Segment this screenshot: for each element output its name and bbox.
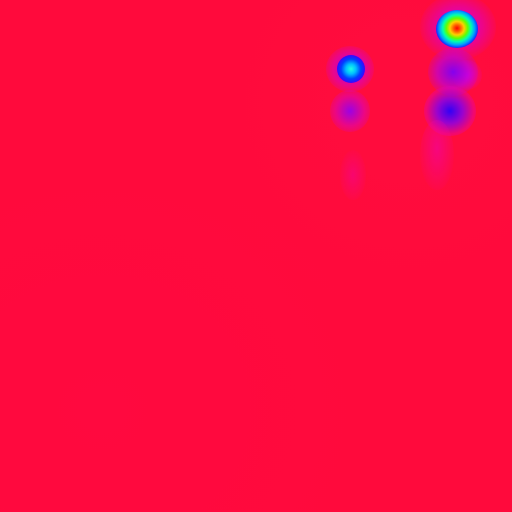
- hot-spot-top-right-core: [436, 10, 478, 48]
- hot-spot-top-right-halo: [420, 0, 496, 60]
- hot-spot-top-right-trail-lower: [424, 86, 476, 136]
- hot-spot-left-trail: [330, 90, 370, 132]
- hot-spot-left-halo: [326, 46, 374, 92]
- hot-spot-left-core: [337, 55, 365, 83]
- hot-spot-top-right-trail-upper: [428, 48, 478, 96]
- hot-spot-top-right-side-glow: [452, 60, 482, 90]
- hot-spot-top-right-streak: [420, 120, 454, 190]
- hot-spot-left-streak: [340, 150, 366, 200]
